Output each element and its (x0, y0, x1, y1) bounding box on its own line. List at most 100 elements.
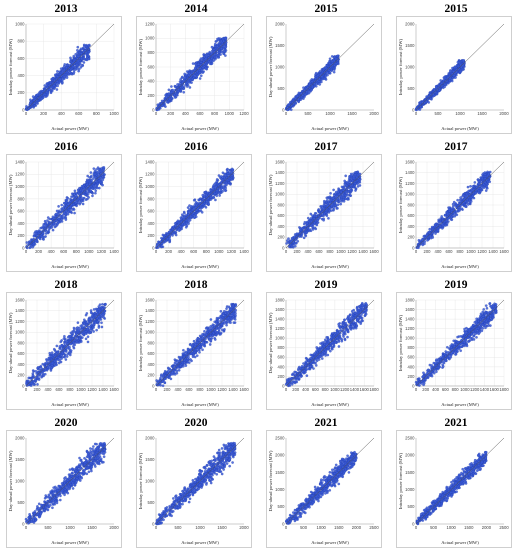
data-point (329, 58, 331, 60)
data-point (82, 203, 84, 205)
y-tick-label: 1400 (145, 159, 155, 164)
data-point (231, 168, 233, 170)
data-point (61, 209, 63, 211)
diagonal-reference-line (286, 24, 374, 110)
y-tick-label: 400 (278, 224, 286, 229)
data-point (228, 182, 230, 184)
data-point (306, 231, 308, 233)
data-point (317, 74, 319, 76)
data-point (327, 217, 329, 219)
data-point (224, 187, 226, 189)
data-point (450, 78, 452, 80)
data-point (166, 101, 168, 103)
data-point (219, 53, 221, 55)
data-point (216, 56, 218, 58)
data-point (206, 200, 208, 202)
data-point (165, 96, 167, 98)
data-point (50, 92, 52, 94)
x-tick-label: 1400 (109, 249, 119, 254)
data-point (310, 217, 312, 219)
data-point (176, 83, 178, 85)
x-tick-label: 1000 (109, 111, 119, 116)
x-tick-label: 500 (435, 111, 443, 116)
data-point (354, 171, 356, 173)
data-point (319, 70, 321, 72)
data-point (82, 200, 84, 202)
data-point (442, 79, 444, 81)
data-point (67, 203, 69, 205)
data-point (56, 70, 58, 72)
data-point (46, 93, 48, 95)
data-point (91, 187, 93, 189)
data-point (195, 204, 197, 206)
data-point (29, 246, 31, 248)
data-point (176, 226, 178, 228)
data-point (338, 189, 340, 191)
data-point (88, 176, 90, 178)
y-tick-label: 400 (148, 79, 156, 84)
data-point (472, 185, 474, 187)
data-point (182, 80, 184, 82)
data-point (214, 43, 216, 45)
data-point (33, 243, 35, 245)
data-point (57, 205, 59, 207)
data-point (170, 85, 172, 87)
data-point (61, 81, 63, 83)
data-point (89, 189, 91, 191)
data-point (342, 198, 344, 200)
data-point (184, 84, 186, 86)
data-point (41, 98, 43, 100)
data-point (188, 204, 190, 206)
data-point (102, 168, 104, 170)
y-axis-label: Day-ahead power forecast (MW) (8, 174, 13, 235)
data-point (64, 216, 66, 218)
y-axis-label: Intraday power forecast (MW) (8, 38, 13, 95)
y-tick-label: 500 (278, 86, 286, 91)
data-point (347, 190, 349, 192)
y-tick-label: 200 (408, 235, 416, 240)
data-point (100, 176, 102, 178)
data-point (94, 173, 96, 175)
data-point (322, 218, 324, 220)
x-tick-label: 800 (73, 249, 81, 254)
data-point (198, 210, 200, 212)
data-point (227, 172, 229, 174)
data-point (334, 204, 336, 206)
chart-title: 2015 (266, 2, 386, 16)
data-point (299, 232, 301, 234)
data-point (359, 184, 361, 186)
x-axis-label: Actual power (MW) (441, 126, 479, 131)
data-point (224, 190, 226, 192)
x-tick-label: 1400 (488, 249, 498, 254)
x-tick-label: 400 (58, 111, 66, 116)
chart-title: 2014 (136, 2, 256, 16)
data-point (61, 218, 63, 220)
y-tick-label: 1200 (15, 172, 25, 177)
data-point (217, 54, 219, 56)
data-point (444, 86, 446, 88)
data-point (326, 64, 328, 66)
y-tick-label: 800 (148, 50, 156, 55)
data-point (44, 84, 46, 86)
data-point (32, 95, 34, 97)
data-point (78, 187, 80, 189)
data-point (303, 237, 305, 239)
x-tick-label: 400 (182, 111, 190, 116)
y-tick-label: 200 (18, 233, 26, 238)
y-tick-label: 200 (278, 235, 286, 240)
diagonal-reference-line (26, 24, 114, 110)
y-tick-label: 1000 (405, 64, 415, 69)
data-point (69, 60, 71, 62)
x-tick-label: 0 (415, 111, 418, 116)
data-point (77, 55, 79, 57)
data-point (311, 86, 313, 88)
data-point (193, 199, 195, 201)
data-point (335, 63, 337, 65)
data-point (38, 229, 40, 231)
data-point (350, 175, 352, 177)
y-tick-label: 400 (18, 221, 26, 226)
